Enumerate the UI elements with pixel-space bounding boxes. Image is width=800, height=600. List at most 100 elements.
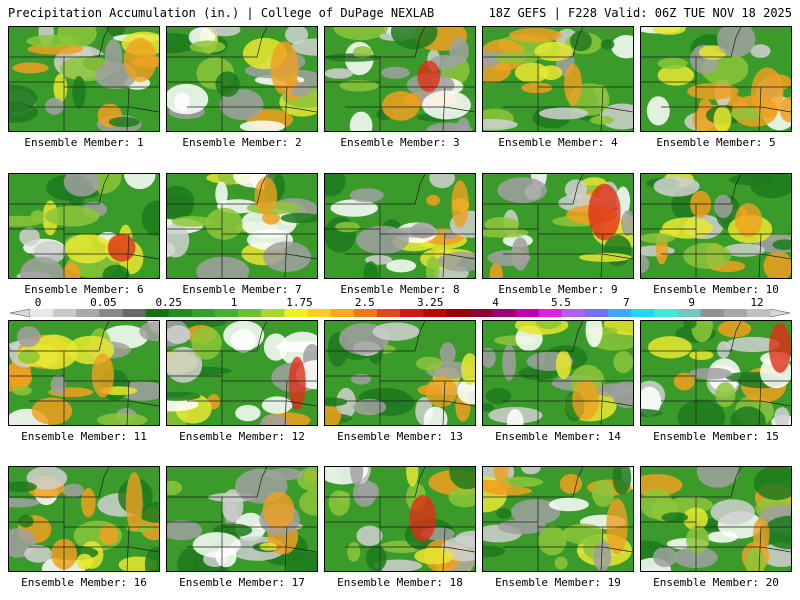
- precipitation-map: [325, 27, 475, 131]
- scale-color-swatch: [723, 309, 748, 317]
- ensemble-member-map: [482, 466, 634, 572]
- ensemble-member-map: [166, 173, 318, 279]
- ensemble-member-label: Ensemble Member: 17: [179, 576, 305, 589]
- precipitation-map: [9, 27, 159, 131]
- ensemble-member-map: [324, 173, 476, 279]
- ensemble-member-label: Ensemble Member: 16: [21, 576, 147, 589]
- precipitation-map: [641, 321, 791, 425]
- ensemble-member-label: Ensemble Member: 12: [179, 430, 305, 443]
- precipitation-map: [9, 321, 159, 425]
- ensemble-member-label: Ensemble Member: 4: [498, 136, 618, 149]
- scale-color-swatch: [538, 309, 563, 317]
- scale-tick-label: 5.5: [551, 298, 571, 309]
- map-title: Precipitation Accumulation (in.) | Colle…: [8, 6, 435, 20]
- precipitation-map: [325, 174, 475, 278]
- scale-color-swatch: [353, 309, 378, 317]
- precipitation-map: [9, 174, 159, 278]
- ensemble-member-label: Ensemble Member: 15: [653, 430, 779, 443]
- ensemble-member-map: [8, 173, 160, 279]
- precipitation-map: [483, 467, 633, 571]
- precipitation-map: [167, 174, 317, 278]
- precipitation-map: [641, 27, 791, 131]
- precipitation-map: [167, 467, 317, 571]
- scale-color-swatch: [608, 309, 632, 317]
- scale-tick-label: 0.05: [90, 298, 117, 309]
- ensemble-member-map: [640, 320, 792, 426]
- ensemble-member-label: Ensemble Member: 9: [498, 283, 618, 296]
- scale-color-swatch: [400, 309, 424, 317]
- ensemble-member-label: Ensemble Member: 2: [182, 136, 302, 149]
- ensemble-member-map: [640, 26, 792, 132]
- scale-color-swatch: [168, 309, 193, 317]
- ensemble-member-label: Ensemble Member: 6: [24, 283, 144, 296]
- scale-tick-label: 4: [492, 298, 499, 309]
- scale-color-swatch: [53, 309, 77, 317]
- ensemble-member-map: [166, 466, 318, 572]
- scale-color-swatch: [191, 309, 216, 317]
- scale-color-swatch: [238, 309, 262, 317]
- scale-color-swatch: [307, 309, 331, 317]
- scale-tick-label: 3.25: [417, 298, 444, 309]
- precipitation-map: [325, 467, 475, 571]
- scale-max-arrow: [769, 308, 791, 318]
- scale-color-swatch: [376, 309, 401, 317]
- scale-color-swatch: [492, 309, 516, 317]
- precipitation-map: [325, 321, 475, 425]
- ensemble-member-map: [324, 26, 476, 132]
- ensemble-member-map: [482, 26, 634, 132]
- scale-color-swatch: [700, 309, 725, 317]
- scale-tick-label: 0: [35, 298, 42, 309]
- ensemble-member-map: [8, 466, 160, 572]
- scale-color-swatch: [423, 309, 447, 317]
- ensemble-member-label: Ensemble Member: 11: [21, 430, 147, 443]
- scale-color-swatch: [76, 309, 100, 317]
- scale-color-swatch: [585, 309, 609, 317]
- precipitation-map: [167, 27, 317, 131]
- scale-color-swatch: [746, 309, 771, 317]
- ensemble-member-map: [640, 173, 792, 279]
- ensemble-member-map: [482, 173, 634, 279]
- precipitation-map: [483, 27, 633, 131]
- ensemble-member-map: [166, 320, 318, 426]
- precipitation-map: [483, 174, 633, 278]
- ensemble-member-label: Ensemble Member: 14: [495, 430, 621, 443]
- ensemble-member-label: Ensemble Member: 1: [24, 136, 144, 149]
- ensemble-member-map: [482, 320, 634, 426]
- ensemble-member-label: Ensemble Member: 13: [337, 430, 463, 443]
- scale-color-swatch: [677, 309, 701, 317]
- scale-tick-label: 0.25: [155, 298, 182, 309]
- scale-tick-label: 1.75: [286, 298, 313, 309]
- ensemble-member-map: [640, 466, 792, 572]
- ensemble-member-label: Ensemble Member: 5: [656, 136, 776, 149]
- scale-color-swatch: [631, 309, 655, 317]
- scale-color-swatch: [515, 309, 540, 317]
- precipitation-color-scale: 0 0.05 0.25 1 1.75 2.5 3.25 4 5.5 7 9 12: [9, 298, 791, 318]
- scale-min-arrow: [9, 308, 31, 318]
- ensemble-member-label: Ensemble Member: 7: [182, 283, 302, 296]
- precipitation-map: [9, 467, 159, 571]
- ensemble-member-label: Ensemble Member: 19: [495, 576, 621, 589]
- ensemble-member-map: [166, 26, 318, 132]
- scale-tick-label: 2.5: [355, 298, 375, 309]
- scale-color-swatch: [122, 309, 146, 317]
- scale-color-swatch: [261, 309, 285, 317]
- ensemble-member-map: [8, 26, 160, 132]
- ensemble-member-map: [8, 320, 160, 426]
- scale-color-swatch: [284, 309, 308, 317]
- scale-color-swatch: [446, 309, 470, 317]
- scale-tick-label: 9: [688, 298, 695, 309]
- precipitation-map: [641, 174, 791, 278]
- scale-color-swatch: [30, 309, 54, 317]
- precipitation-map: [167, 321, 317, 425]
- ensemble-member-map: [324, 466, 476, 572]
- scale-color-swatch: [330, 309, 355, 317]
- scale-tick-label: 12: [750, 298, 763, 309]
- ensemble-member-label: Ensemble Member: 3: [340, 136, 460, 149]
- ensemble-member-label: Ensemble Member: 10: [653, 283, 779, 296]
- scale-color-swatch: [561, 309, 586, 317]
- scale-color-swatch: [145, 309, 170, 317]
- precipitation-map: [483, 321, 633, 425]
- precipitation-map: [641, 467, 791, 571]
- scale-color-swatch: [99, 309, 123, 317]
- ensemble-member-label: Ensemble Member: 20: [653, 576, 779, 589]
